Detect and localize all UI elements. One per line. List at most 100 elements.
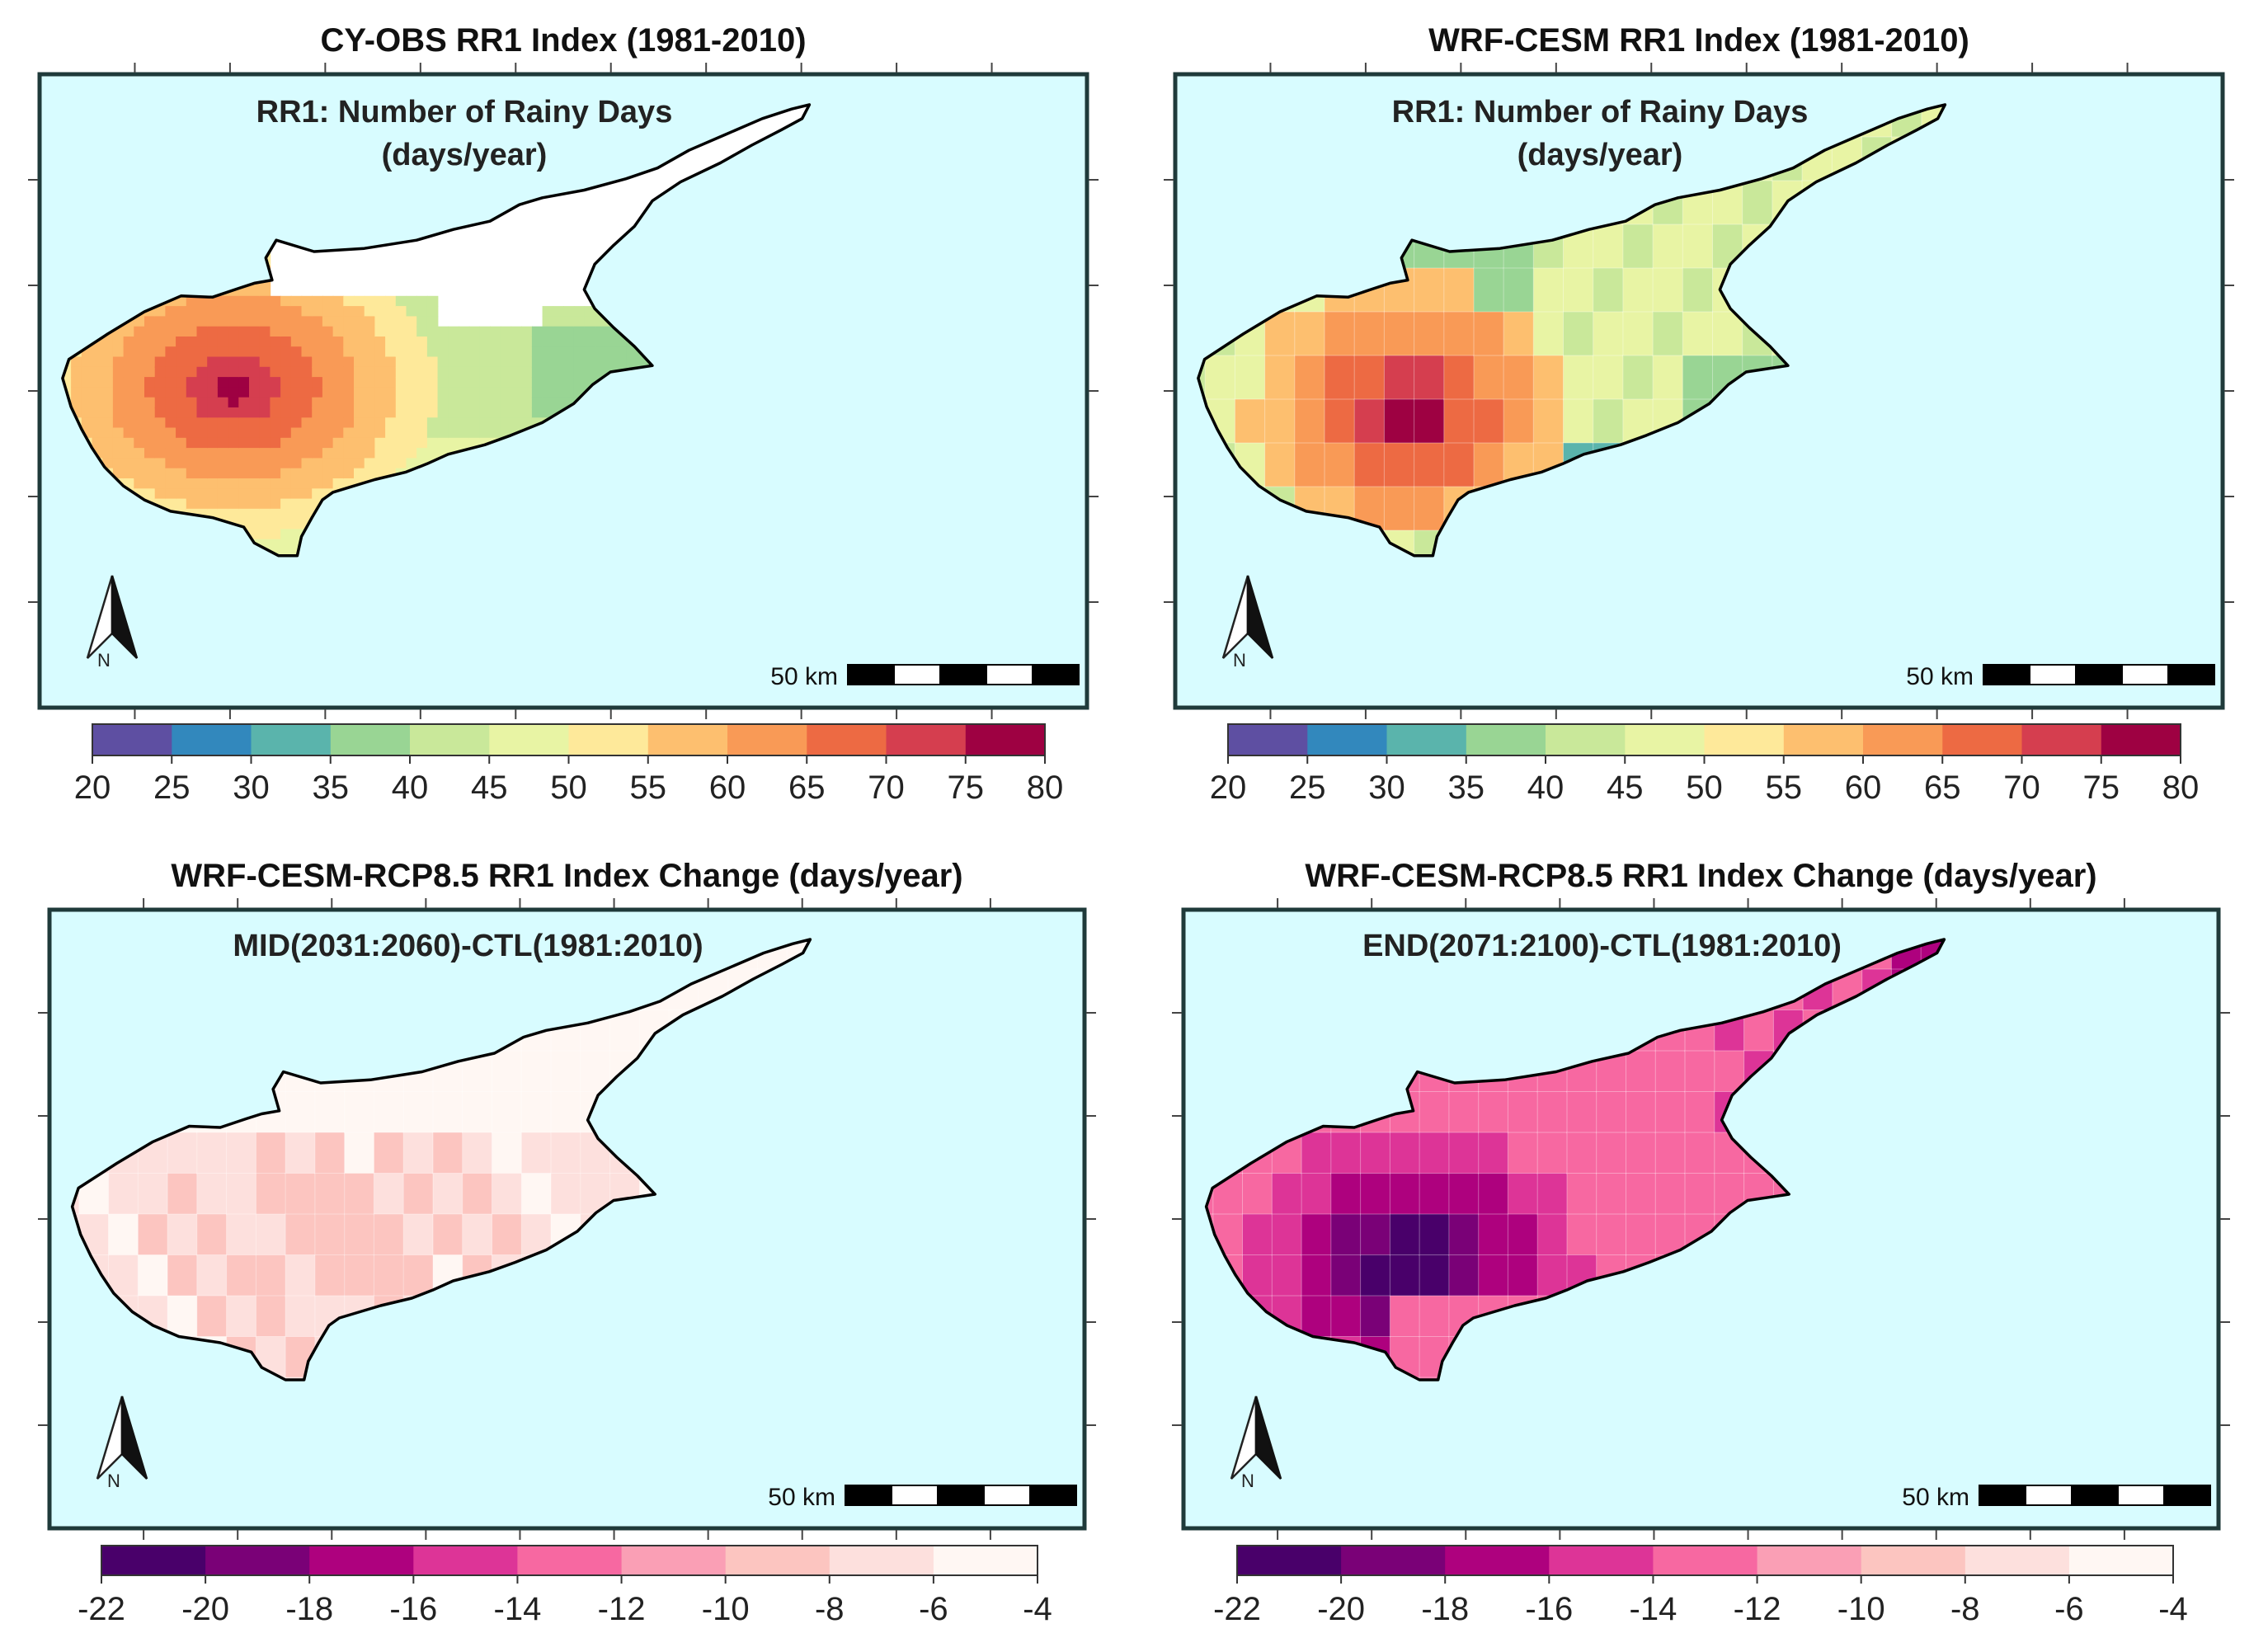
colorbar-tick-label: 20 [74,770,111,806]
colorbar-tick-label: -20 [1317,1591,1365,1627]
colorbar-swatch [725,1546,831,1575]
colorbar-swatch [647,724,728,755]
colorbar-swatch [807,724,887,755]
colorbar-tick-label: -18 [285,1591,333,1627]
panel-title: WRF-CESM-RCP8.5 RR1 Index Change (days/y… [1305,858,2096,894]
colorbar-tick-label: -10 [1837,1591,1885,1627]
colorbar-tick-label: -8 [1950,1591,1980,1627]
colorbar-tick-label: 20 [1210,770,1247,806]
colorbar-tick-label: 45 [471,770,508,806]
panel-subtitle: END(2071:2100)-CTL(1981:2010) [1362,929,1842,963]
colorbar-tick-label: 75 [2083,770,2120,806]
north-label: N [107,1471,120,1491]
colorbar-tick-label: 50 [550,770,587,806]
colorbar-tick-label: -12 [1734,1591,1781,1627]
colorbar-swatch [965,724,1046,755]
colorbar-tick-label: -8 [815,1591,845,1627]
colorbar-tick-label: -16 [389,1591,437,1627]
colorbar-tick-label: 55 [630,770,667,806]
map-panel: WRF-CESM-RCP8.5 RR1 Index Change (days/y… [1172,858,2230,1540]
panel-subtitle: MID(2031:2060)-CTL(1981:2010) [233,929,703,963]
north-arrow-icon: N [86,575,139,671]
colorbar-tick-label: 60 [1845,770,1882,806]
colorbar-swatch [1466,724,1546,755]
colorbar-tick-label: 25 [1289,770,1326,806]
colorbar-swatch [2021,724,2102,755]
colorbar-swatch [1546,724,1626,755]
colorbar-swatch [1625,724,1706,755]
scale-bar-label: 50 km [1902,1484,1969,1511]
colorbar-swatch [330,724,411,755]
scale-bar-label: 50 km [1906,663,1974,690]
colorbar-swatch [1863,724,1943,755]
colorbar: -22 -20 -18 -16 -14 -12 -10 -8 -6 -4 [1213,1545,2188,1627]
colorbar-tick-label: -18 [1421,1591,1469,1627]
colorbar-swatch [205,1546,310,1575]
panel-subtitle: RR1: Number of Rainy Days [256,95,673,129]
panel-title: WRF-CESM-RCP8.5 RR1 Index Change (days/y… [171,858,962,894]
colorbar-swatch [1237,1546,1342,1575]
colorbar-swatch [101,1546,206,1575]
colorbar-swatch [172,724,252,755]
colorbar-swatch [309,1546,414,1575]
colorbar-swatch [489,724,570,755]
colorbar-tick-label: -14 [1630,1591,1677,1627]
colorbar-tick-label: 60 [709,770,746,806]
colorbar-tick-label: -12 [598,1591,646,1627]
colorbar-tick-label: 70 [868,770,905,806]
colorbar-swatch [727,724,807,755]
colorbar-swatch [829,1546,934,1575]
panel-subtitle: RR1: Number of Rainy Days [1392,95,1809,129]
axis-ticks [1172,898,2230,1540]
colorbar-swatch [410,724,490,755]
colorbar-swatch [413,1546,518,1575]
north-label: N [1241,1471,1254,1491]
colorbar-swatch [1228,724,1308,755]
colorbar-swatch [1653,1546,1757,1575]
scale-bar: 50 km [1906,663,2215,690]
colorbar-swatch [1386,724,1467,755]
colorbar-tick-label: 80 [1027,770,1064,806]
colorbar-tick-label: -20 [181,1591,229,1627]
colorbar-tick-label: 35 [313,770,350,806]
colorbar-tick-label: 40 [392,770,429,806]
scale-bar-label: 50 km [770,663,838,690]
north-label: N [1233,650,1246,671]
scale-bar: 50 km [1902,1484,2211,1511]
colorbar-swatch [1445,1546,1550,1575]
colorbar-swatch [1861,1546,1966,1575]
panel-title: CY-OBS RR1 Index (1981-2010) [320,22,806,59]
colorbar: 20 25 30 35 40 45 50 55 60 65 70 75 80 [1210,723,2199,806]
coastline [61,103,812,558]
colorbar-tick-label: -4 [2158,1591,2188,1627]
colorbar-tick-label: -16 [1525,1591,1573,1627]
colorbar-tick-label: -4 [1023,1591,1052,1627]
colorbar-swatch [1942,724,2023,755]
colorbar-swatch [568,724,649,755]
colorbar-tick-label: 75 [948,770,985,806]
colorbar-tick-label: 35 [1448,770,1485,806]
colorbar-swatch [2101,724,2181,755]
colorbar-swatch [1549,1546,1654,1575]
colorbar-swatch [92,724,172,755]
coastline [70,938,812,1381]
colorbar-tick-label: -10 [702,1591,750,1627]
colorbar-tick-label: 30 [233,770,270,806]
panel-subtitle-units: (days/year) [1517,138,1683,172]
colorbar-tick-label: 65 [1924,770,1961,806]
colorbar-tick-label: -22 [1213,1591,1261,1627]
axis-ticks [28,63,1099,719]
colorbar-tick-label: 55 [1766,770,1803,806]
colorbar-tick-label: -14 [494,1591,542,1627]
colorbar-tick-label: 50 [1686,770,1723,806]
colorbar-tick-label: -6 [919,1591,948,1627]
colorbar-swatch [933,1546,1038,1575]
map-panel: WRF-CESM RR1 Index (1981-2010) RR1: Numbe… [1164,22,2234,719]
colorbar-swatch [886,724,967,755]
coastline [1197,103,1947,558]
colorbar-tick-label: 45 [1607,770,1644,806]
panel-subtitle-units: (days/year) [382,138,548,172]
colorbar-swatch [2068,1546,2174,1575]
colorbar-tick-label: 70 [2003,770,2040,806]
